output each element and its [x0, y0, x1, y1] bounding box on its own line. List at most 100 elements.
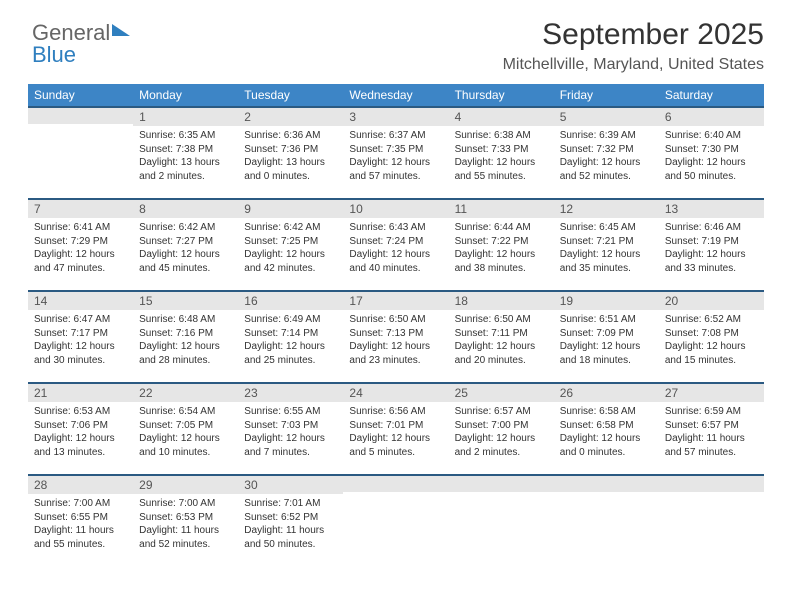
- day-details: Sunrise: 6:47 AMSunset: 7:17 PMDaylight:…: [28, 310, 133, 370]
- day-details: Sunrise: 6:50 AMSunset: 7:11 PMDaylight:…: [449, 310, 554, 370]
- calendar-cell: 14Sunrise: 6:47 AMSunset: 7:17 PMDayligh…: [28, 291, 133, 383]
- daylight-text: Daylight: 11 hours and 50 minutes.: [244, 524, 337, 551]
- day-number: 26: [554, 384, 659, 402]
- daylight-text: Daylight: 12 hours and 18 minutes.: [560, 340, 653, 367]
- daylight-text: Daylight: 11 hours and 55 minutes.: [34, 524, 127, 551]
- sunset-text: Sunset: 7:21 PM: [560, 235, 653, 249]
- sunset-text: Sunset: 7:22 PM: [455, 235, 548, 249]
- day-number: [28, 108, 133, 124]
- sunset-text: Sunset: 7:06 PM: [34, 419, 127, 433]
- day-number: 23: [238, 384, 343, 402]
- daylight-text: Daylight: 12 hours and 57 minutes.: [349, 156, 442, 183]
- weekday-header: Monday: [133, 84, 238, 107]
- calendar-row: 28Sunrise: 7:00 AMSunset: 6:55 PMDayligh…: [28, 475, 764, 567]
- day-number: 10: [343, 200, 448, 218]
- calendar-cell: [28, 107, 133, 199]
- daylight-text: Daylight: 12 hours and 45 minutes.: [139, 248, 232, 275]
- sunrise-text: Sunrise: 6:45 AM: [560, 221, 653, 235]
- daylight-text: Daylight: 12 hours and 23 minutes.: [349, 340, 442, 367]
- calendar-row: 14Sunrise: 6:47 AMSunset: 7:17 PMDayligh…: [28, 291, 764, 383]
- day-details: Sunrise: 6:55 AMSunset: 7:03 PMDaylight:…: [238, 402, 343, 462]
- day-number: 12: [554, 200, 659, 218]
- sunrise-text: Sunrise: 6:35 AM: [139, 129, 232, 143]
- sunset-text: Sunset: 6:53 PM: [139, 511, 232, 525]
- daylight-text: Daylight: 12 hours and 50 minutes.: [665, 156, 758, 183]
- calendar-cell: 9Sunrise: 6:42 AMSunset: 7:25 PMDaylight…: [238, 199, 343, 291]
- daylight-text: Daylight: 12 hours and 15 minutes.: [665, 340, 758, 367]
- day-number: 25: [449, 384, 554, 402]
- day-number: 8: [133, 200, 238, 218]
- calendar-cell: 15Sunrise: 6:48 AMSunset: 7:16 PMDayligh…: [133, 291, 238, 383]
- sunrise-text: Sunrise: 6:57 AM: [455, 405, 548, 419]
- daylight-text: Daylight: 12 hours and 42 minutes.: [244, 248, 337, 275]
- sunrise-text: Sunrise: 6:52 AM: [665, 313, 758, 327]
- sunset-text: Sunset: 7:24 PM: [349, 235, 442, 249]
- day-details: Sunrise: 6:56 AMSunset: 7:01 PMDaylight:…: [343, 402, 448, 462]
- calendar-cell: 19Sunrise: 6:51 AMSunset: 7:09 PMDayligh…: [554, 291, 659, 383]
- sunrise-text: Sunrise: 6:47 AM: [34, 313, 127, 327]
- calendar-cell: 7Sunrise: 6:41 AMSunset: 7:29 PMDaylight…: [28, 199, 133, 291]
- day-details: Sunrise: 6:41 AMSunset: 7:29 PMDaylight:…: [28, 218, 133, 278]
- calendar-cell: 13Sunrise: 6:46 AMSunset: 7:19 PMDayligh…: [659, 199, 764, 291]
- day-details: Sunrise: 6:54 AMSunset: 7:05 PMDaylight:…: [133, 402, 238, 462]
- sunset-text: Sunset: 7:27 PM: [139, 235, 232, 249]
- sunset-text: Sunset: 7:13 PM: [349, 327, 442, 341]
- day-number: 20: [659, 292, 764, 310]
- sunrise-text: Sunrise: 6:44 AM: [455, 221, 548, 235]
- day-details: Sunrise: 6:39 AMSunset: 7:32 PMDaylight:…: [554, 126, 659, 186]
- day-number: 29: [133, 476, 238, 494]
- calendar-cell: 22Sunrise: 6:54 AMSunset: 7:05 PMDayligh…: [133, 383, 238, 475]
- sunset-text: Sunset: 7:33 PM: [455, 143, 548, 157]
- sunrise-text: Sunrise: 6:39 AM: [560, 129, 653, 143]
- daylight-text: Daylight: 13 hours and 0 minutes.: [244, 156, 337, 183]
- calendar-cell: 4Sunrise: 6:38 AMSunset: 7:33 PMDaylight…: [449, 107, 554, 199]
- day-number: 27: [659, 384, 764, 402]
- calendar-cell: [554, 475, 659, 567]
- day-details: Sunrise: 7:00 AMSunset: 6:55 PMDaylight:…: [28, 494, 133, 554]
- daylight-text: Daylight: 12 hours and 7 minutes.: [244, 432, 337, 459]
- sunset-text: Sunset: 7:14 PM: [244, 327, 337, 341]
- sunset-text: Sunset: 7:30 PM: [665, 143, 758, 157]
- calendar-cell: 24Sunrise: 6:56 AMSunset: 7:01 PMDayligh…: [343, 383, 448, 475]
- sunrise-text: Sunrise: 7:00 AM: [34, 497, 127, 511]
- sunrise-text: Sunrise: 6:50 AM: [349, 313, 442, 327]
- sunset-text: Sunset: 6:58 PM: [560, 419, 653, 433]
- day-details: Sunrise: 7:01 AMSunset: 6:52 PMDaylight:…: [238, 494, 343, 554]
- calendar-cell: 29Sunrise: 7:00 AMSunset: 6:53 PMDayligh…: [133, 475, 238, 567]
- calendar-cell: 6Sunrise: 6:40 AMSunset: 7:30 PMDaylight…: [659, 107, 764, 199]
- day-number: 11: [449, 200, 554, 218]
- day-number: 19: [554, 292, 659, 310]
- sunrise-text: Sunrise: 6:50 AM: [455, 313, 548, 327]
- weekday-header: Wednesday: [343, 84, 448, 107]
- sunrise-text: Sunrise: 6:48 AM: [139, 313, 232, 327]
- day-details: Sunrise: 6:42 AMSunset: 7:27 PMDaylight:…: [133, 218, 238, 278]
- sunrise-text: Sunrise: 6:58 AM: [560, 405, 653, 419]
- day-number: 30: [238, 476, 343, 494]
- calendar-row: 21Sunrise: 6:53 AMSunset: 7:06 PMDayligh…: [28, 383, 764, 475]
- daylight-text: Daylight: 12 hours and 52 minutes.: [560, 156, 653, 183]
- calendar-cell: 25Sunrise: 6:57 AMSunset: 7:00 PMDayligh…: [449, 383, 554, 475]
- daylight-text: Daylight: 12 hours and 28 minutes.: [139, 340, 232, 367]
- daylight-text: Daylight: 12 hours and 55 minutes.: [455, 156, 548, 183]
- day-number: 6: [659, 108, 764, 126]
- day-details: Sunrise: 6:52 AMSunset: 7:08 PMDaylight:…: [659, 310, 764, 370]
- calendar-cell: 1Sunrise: 6:35 AMSunset: 7:38 PMDaylight…: [133, 107, 238, 199]
- calendar-row: 7Sunrise: 6:41 AMSunset: 7:29 PMDaylight…: [28, 199, 764, 291]
- calendar-cell: 20Sunrise: 6:52 AMSunset: 7:08 PMDayligh…: [659, 291, 764, 383]
- logo: General Blue: [32, 22, 130, 66]
- sunset-text: Sunset: 7:16 PM: [139, 327, 232, 341]
- day-number: 16: [238, 292, 343, 310]
- daylight-text: Daylight: 12 hours and 5 minutes.: [349, 432, 442, 459]
- sunrise-text: Sunrise: 7:01 AM: [244, 497, 337, 511]
- calendar-cell: 12Sunrise: 6:45 AMSunset: 7:21 PMDayligh…: [554, 199, 659, 291]
- sunrise-text: Sunrise: 6:41 AM: [34, 221, 127, 235]
- calendar-cell: [659, 475, 764, 567]
- day-details: Sunrise: 6:49 AMSunset: 7:14 PMDaylight:…: [238, 310, 343, 370]
- location-text: Mitchellville, Maryland, United States: [28, 56, 764, 74]
- day-details: Sunrise: 6:36 AMSunset: 7:36 PMDaylight:…: [238, 126, 343, 186]
- calendar-cell: 5Sunrise: 6:39 AMSunset: 7:32 PMDaylight…: [554, 107, 659, 199]
- weekday-header: Thursday: [449, 84, 554, 107]
- sunrise-text: Sunrise: 6:42 AM: [244, 221, 337, 235]
- day-details: Sunrise: 6:44 AMSunset: 7:22 PMDaylight:…: [449, 218, 554, 278]
- weekday-header-row: Sunday Monday Tuesday Wednesday Thursday…: [28, 84, 764, 107]
